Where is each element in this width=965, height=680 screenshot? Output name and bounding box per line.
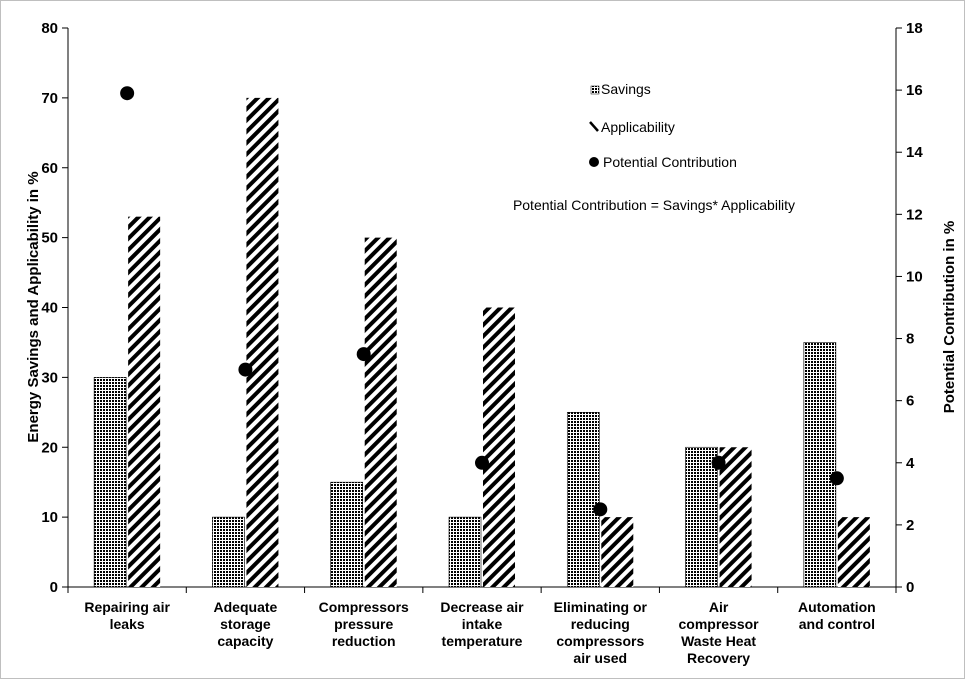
y-tick-label: 10 [41,509,58,526]
legend-label-applicability: Applicability [601,119,675,135]
x-category-label: reduction [332,633,396,649]
x-category-label: and control [799,616,875,632]
x-category-label: Automation [798,599,876,615]
bars-group [93,97,870,588]
bar-savings [330,481,364,588]
bar-savings [685,446,718,588]
x-category-label: air used [573,650,627,666]
bar-applicability [719,447,752,587]
x-category-label: Compressors [319,599,409,615]
bar-savings [93,377,127,588]
markers-group [120,86,844,517]
marker-potential-contribution [475,455,489,470]
x-category-label: Repairing air [84,599,170,615]
y-tick-label: 20 [41,439,58,456]
y2-tick-label: 2 [906,517,914,534]
y2-axis-title: Potential Contribution in % [941,221,958,413]
y2-tick-label: 4 [906,455,915,472]
bar-applicability [246,97,279,587]
y-tick-label: 60 [41,160,58,177]
marker-potential-contribution [238,362,253,377]
x-category-label: Recovery [687,650,750,666]
marker-potential-contribution [711,455,726,470]
y-axis-title: Energy Savings and Applicability in % [25,171,42,442]
legend-label-savings: Savings [601,81,651,97]
x-category-label: leaks [110,616,145,632]
y-tick-label: 80 [41,20,58,37]
bar-savings [566,412,600,588]
bar-savings [448,516,482,588]
x-category-label: Adequate [214,599,278,615]
x-category-label: temperature [442,633,523,649]
bar-applicability [483,307,515,587]
y2-tick-label: 6 [906,393,914,410]
bar-savings [212,516,245,588]
y2-tick-label: 10 [906,268,923,285]
bar-savings [803,342,837,588]
y2-tick-label: 14 [906,144,923,161]
x-category-label: pressure [334,616,393,632]
marker-potential-contribution [829,471,844,486]
legend-swatch-savings [590,85,600,95]
x-category-label: reducing [571,616,630,632]
bar-applicability [364,237,397,587]
x-category-label: compressors [556,633,644,649]
y-tick-label: 50 [41,230,58,247]
legend-swatch-potential-contribution [589,157,599,167]
marker-potential-contribution [593,502,608,517]
marker-potential-contribution [356,347,371,362]
marker-potential-contribution [120,86,135,101]
y-tick-label: 30 [41,369,58,386]
labels-group: 0 10 20 30 40 50 60 70 80 0 2 4 6 8 10 12 14 16 18 Energy S… [25,20,958,666]
y2-tick-label: 0 [906,579,914,596]
x-category-label: Decrease air [440,599,524,615]
x-category-label: intake [462,616,503,632]
x-category-label: compressor [678,616,759,632]
x-category-label: capacity [217,633,273,649]
bar-applicability [128,216,161,587]
x-category-label: Eliminating or [554,599,648,615]
bar-applicability [601,517,634,587]
x-category-label: Waste Heat [681,633,756,649]
y-tick-label: 0 [50,579,58,596]
y2-tick-label: 8 [906,331,914,348]
y-tick-label: 70 [41,90,58,107]
x-category-label: Air [709,599,729,615]
y2-tick-label: 18 [906,20,923,37]
axes-group [62,27,902,593]
formula-annotation: Potential Contribution = Savings* Applic… [513,197,795,213]
legend-swatch-applicability [589,121,599,132]
y-tick-label: 40 [41,300,58,317]
legend-label-potential-contribution: Potential Contribution [603,154,737,170]
legend: Savings Applicability Potential Contributi… [589,81,737,170]
y2-tick-label: 16 [906,82,923,99]
y2-tick-label: 12 [906,206,923,223]
x-category-label: storage [220,616,271,632]
bar-applicability [837,517,870,587]
